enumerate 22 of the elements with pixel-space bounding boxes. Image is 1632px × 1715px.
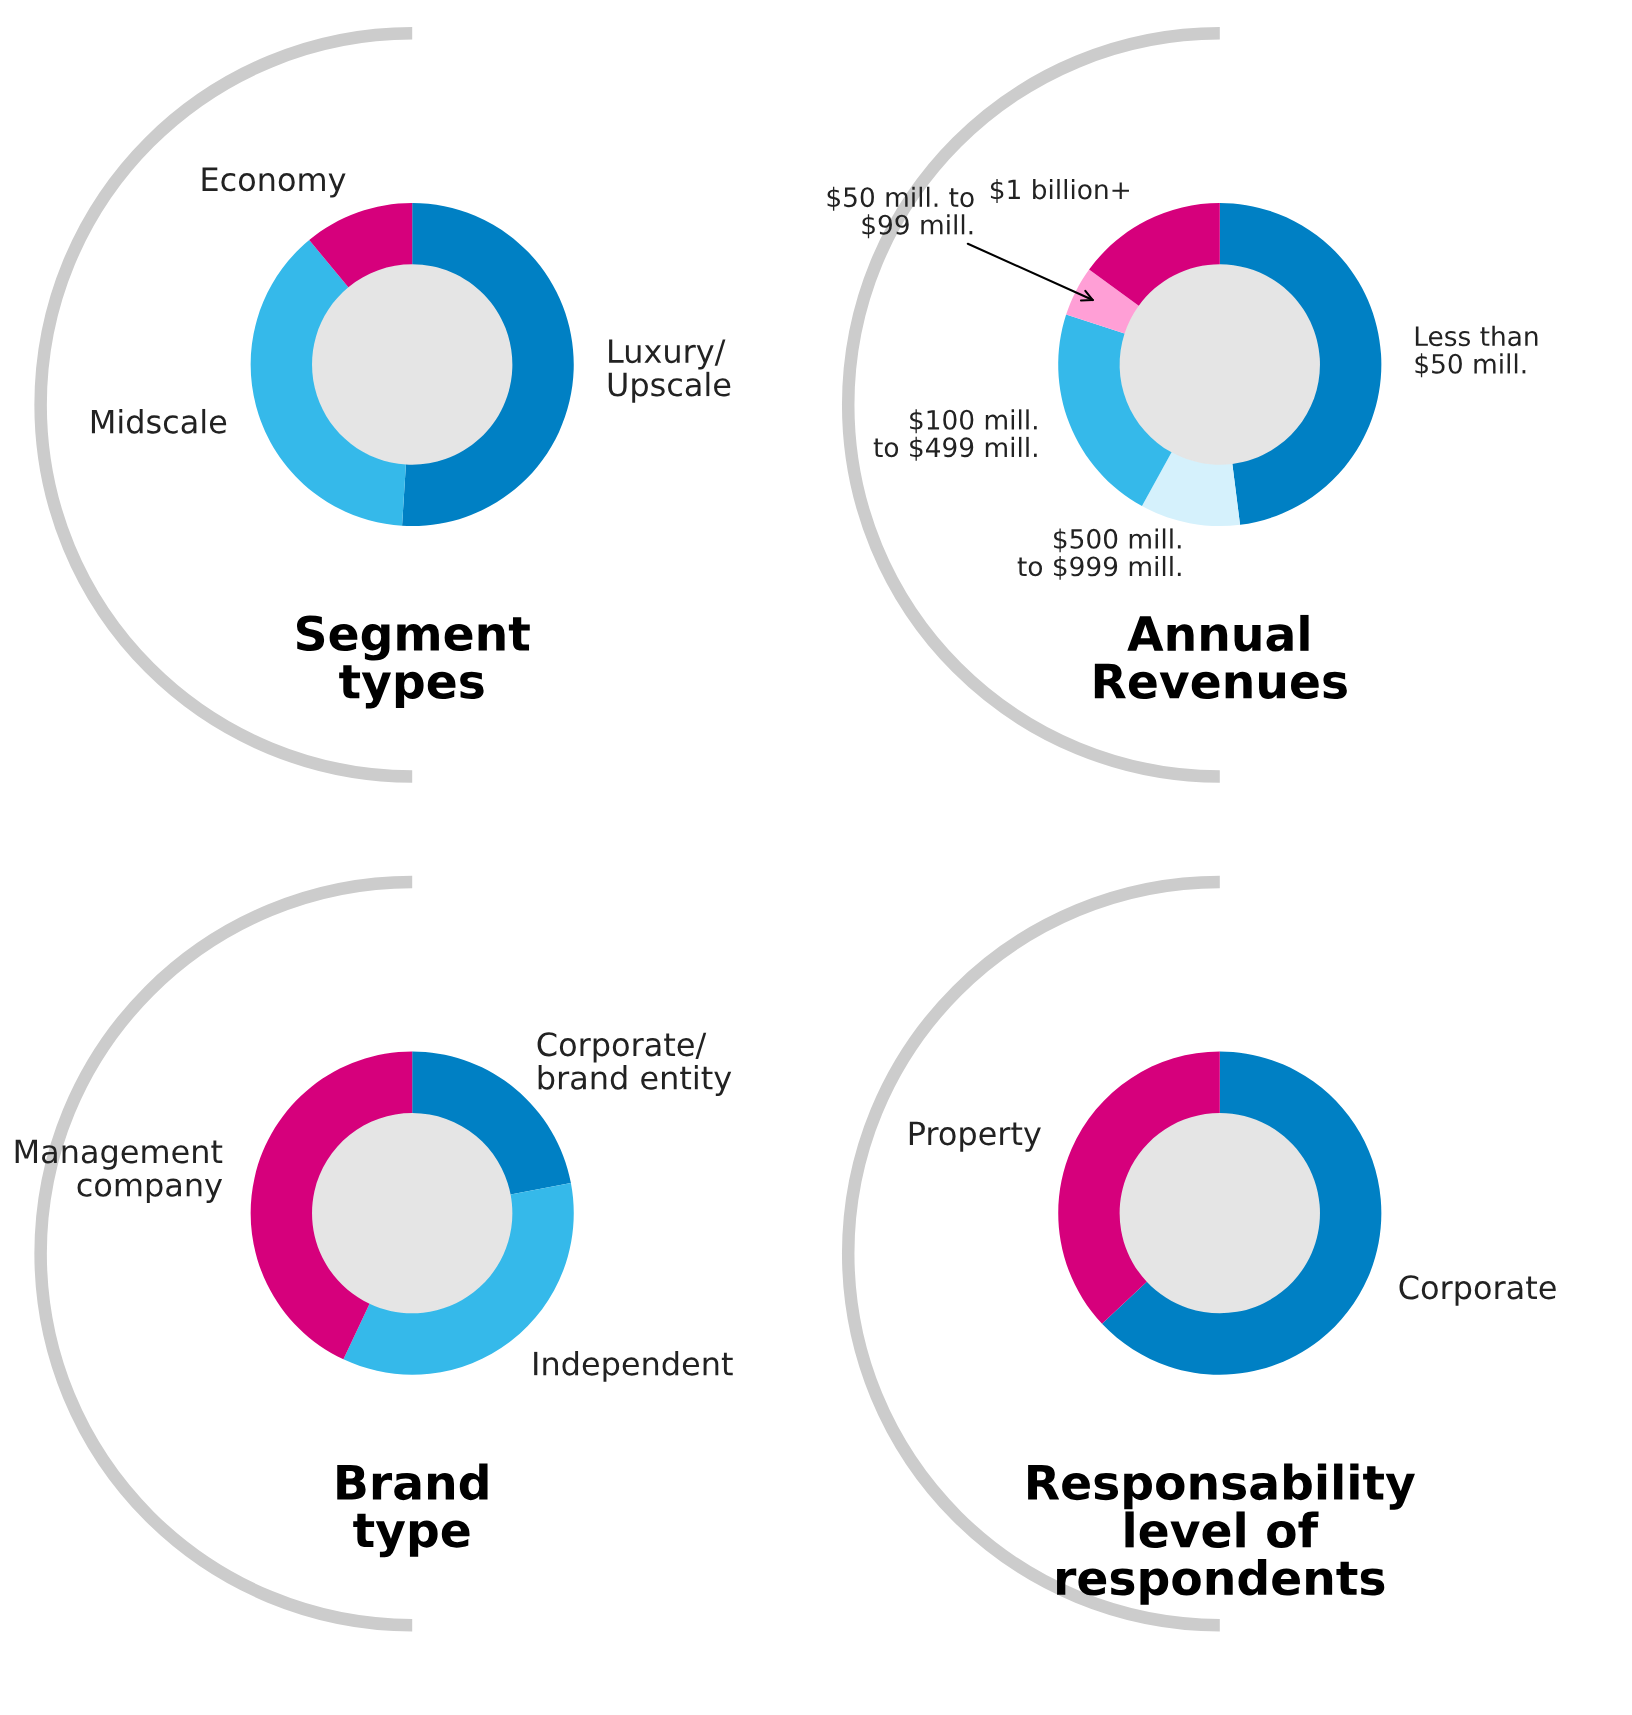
slice-label: $1 billion+ [990,178,1129,203]
text: Responsability level of respondents [1028,1463,1415,1605]
slice-label: Management company [15,1139,223,1204]
slice-label: Independent [534,1350,733,1382]
slice-label: Midscale [91,408,227,434]
text: Segment types [296,615,530,709]
text: Annual Revenues [1094,614,1347,699]
donut-slice [1066,269,1139,334]
slice-label: Less than $50 mill. [1415,325,1538,378]
slice-label: Luxury/ Upscale [608,339,731,403]
slice-label: $500 mill. to $999 mill. [1017,528,1181,580]
slice-label: Economy [202,167,346,198]
donut-slice [1141,452,1241,527]
donut-slice [1058,1051,1220,1324]
slice-label: Corporate [1399,1275,1556,1306]
donut-slice [1102,1051,1382,1375]
donut-slice [309,202,413,288]
slice-label: $50 mill. to $99 mill. [827,186,974,239]
text: Brand type [337,1463,488,1558]
slice-label: Corporate/ brand entity [537,1032,732,1096]
slice-label: Property [909,1121,1041,1152]
slice-label: $100 mill. to $499 mill. [873,409,1037,461]
